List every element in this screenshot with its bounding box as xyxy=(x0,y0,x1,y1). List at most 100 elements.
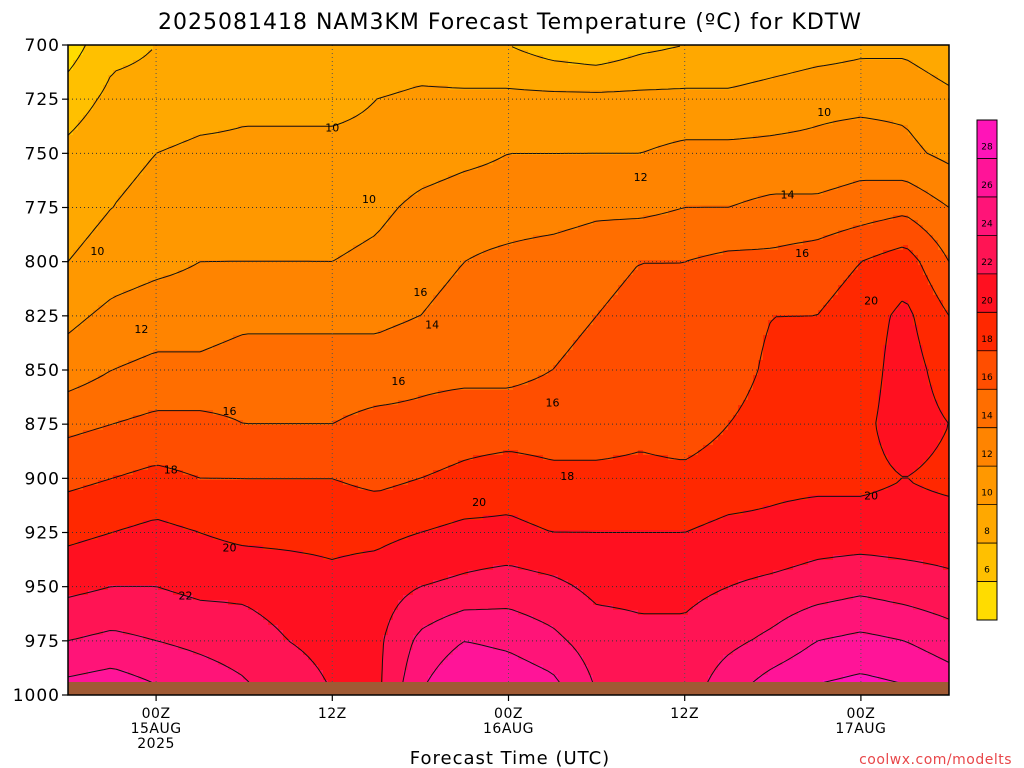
field-cell xyxy=(883,135,889,141)
field-cell xyxy=(778,60,784,66)
field-cell xyxy=(458,150,464,156)
field-cell xyxy=(263,100,269,106)
field-cell xyxy=(678,175,684,181)
field-cell xyxy=(493,130,499,136)
field-cell xyxy=(758,60,764,66)
field-cell xyxy=(928,80,934,86)
field-cell xyxy=(328,110,334,116)
field-cell xyxy=(378,125,384,131)
field-cell xyxy=(568,150,574,156)
field-cell xyxy=(443,145,449,151)
field-cell xyxy=(498,105,504,111)
field-cell xyxy=(343,75,349,81)
field-cell xyxy=(383,120,389,126)
field-cell xyxy=(108,70,114,76)
field-cell xyxy=(753,175,759,181)
field-cell xyxy=(508,50,514,56)
field-cell xyxy=(168,135,174,141)
field-cell xyxy=(818,175,824,181)
field-cell xyxy=(378,80,384,86)
field-cell xyxy=(813,145,819,151)
field-cell xyxy=(648,105,654,111)
field-cell xyxy=(408,115,414,121)
field-cell xyxy=(623,145,629,151)
field-cell xyxy=(368,80,374,86)
field-cell xyxy=(858,80,864,86)
field-cell xyxy=(898,75,904,81)
field-cell xyxy=(223,45,229,51)
field-cell xyxy=(788,170,794,176)
field-cell xyxy=(528,170,534,176)
field-cell xyxy=(88,60,94,66)
field-cell xyxy=(568,95,574,101)
field-cell xyxy=(463,170,469,176)
field-cell xyxy=(73,155,79,161)
field-cell xyxy=(268,120,274,126)
field-cell xyxy=(543,170,549,176)
field-cell xyxy=(758,135,764,141)
field-cell xyxy=(93,110,99,116)
field-cell xyxy=(593,120,599,126)
field-cell xyxy=(563,145,569,151)
field-cell xyxy=(203,140,209,146)
field-cell xyxy=(118,80,124,86)
field-cell xyxy=(183,50,189,56)
field-cell xyxy=(208,95,214,101)
field-cell xyxy=(188,180,194,186)
field-cell xyxy=(513,80,519,86)
field-cell xyxy=(798,55,804,61)
field-cell xyxy=(313,70,319,76)
field-cell xyxy=(98,50,104,56)
field-cell xyxy=(918,55,924,61)
field-cell xyxy=(148,100,154,106)
field-cell xyxy=(473,45,479,51)
field-cell xyxy=(813,155,819,161)
field-cell xyxy=(373,90,379,96)
field-cell xyxy=(423,110,429,116)
field-cell xyxy=(213,55,219,61)
field-cell xyxy=(623,125,629,131)
field-cell xyxy=(758,55,764,61)
field-cell xyxy=(768,50,774,56)
field-cell xyxy=(378,60,384,66)
field-cell xyxy=(763,145,769,151)
field-cell xyxy=(648,175,654,181)
field-cell xyxy=(573,50,579,56)
field-cell xyxy=(823,160,829,166)
field-cell xyxy=(493,150,499,156)
field-cell xyxy=(488,155,494,161)
field-cell xyxy=(883,160,889,166)
field-cell xyxy=(193,95,199,101)
field-cell xyxy=(693,170,699,176)
field-cell xyxy=(313,125,319,131)
field-cell xyxy=(318,150,324,156)
field-cell xyxy=(663,50,669,56)
field-cell xyxy=(498,170,504,176)
field-cell xyxy=(103,95,109,101)
field-cell xyxy=(803,70,809,76)
field-cell xyxy=(333,50,339,56)
field-cell xyxy=(328,55,334,61)
field-cell xyxy=(723,180,729,186)
field-cell xyxy=(198,90,204,96)
field-cell xyxy=(488,100,494,106)
field-cell xyxy=(318,120,324,126)
field-cell xyxy=(393,160,399,166)
field-cell xyxy=(888,90,894,96)
field-cell xyxy=(828,95,834,101)
field-cell xyxy=(828,85,834,91)
field-cell xyxy=(338,170,344,176)
field-cell xyxy=(368,130,374,136)
field-cell xyxy=(168,140,174,146)
field-cell xyxy=(833,135,839,141)
field-cell xyxy=(638,50,644,56)
field-cell xyxy=(428,80,434,86)
field-cell xyxy=(448,80,454,86)
field-cell xyxy=(748,120,754,126)
field-cell xyxy=(103,135,109,141)
field-cell xyxy=(233,45,239,51)
field-cell xyxy=(853,90,859,96)
field-cell xyxy=(553,50,559,56)
field-cell xyxy=(168,115,174,121)
field-cell xyxy=(698,125,704,131)
